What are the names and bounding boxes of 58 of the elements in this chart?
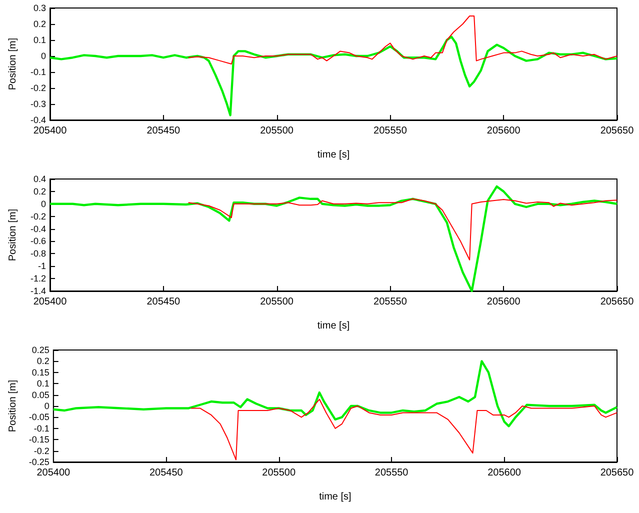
y-tick-label: 0.15 — [32, 367, 50, 378]
y-tick-label: -0.1 — [30, 67, 46, 77]
x-tick-label: 205400 — [36, 468, 71, 478]
x-tick-label: 205600 — [486, 126, 521, 136]
x-tick-label: 205500 — [260, 296, 294, 308]
y-axis-title: Position [m] — [8, 208, 18, 262]
y-tick-label: 0 — [40, 51, 46, 61]
x-tick-label: 205600 — [486, 296, 521, 308]
y-tick-label: 0.1 — [36, 378, 50, 389]
x-tick-label: 205450 — [149, 468, 184, 478]
x-tick-label: 205550 — [374, 296, 408, 308]
y-tick-label: -0.15 — [28, 434, 50, 445]
y-tick-label: 0.2 — [33, 19, 46, 29]
x-tick-label: 205650 — [600, 126, 634, 136]
y-tick-label: 0.05 — [32, 390, 50, 400]
y-tick-label: -0.1 — [34, 423, 50, 434]
y-tick-label: -1 — [38, 261, 46, 272]
x-tick-label: 205400 — [33, 296, 68, 308]
line-series — [48, 36, 618, 116]
x-tick-label: 205550 — [374, 468, 409, 478]
x-axis-title: time [s] — [317, 150, 350, 160]
y-tick-label: -0.25 — [28, 457, 50, 467]
x-tick-label: 205400 — [33, 126, 68, 136]
x-axis-title: time [s] — [317, 320, 350, 332]
y-tick-label: -0.2 — [30, 83, 46, 93]
x-tick-label: 205600 — [488, 468, 522, 478]
line-series — [188, 16, 618, 64]
x-tick-label: 205650 — [600, 296, 634, 308]
line-series — [52, 360, 618, 428]
line-series — [190, 398, 618, 460]
x-tick-label: 205500 — [262, 468, 296, 478]
y-tick-label: -0.8 — [30, 248, 46, 259]
y-tick-label: 0 — [44, 401, 50, 411]
y-tick-label: -0.2 — [34, 446, 50, 456]
y-tick-label: -1.4 — [30, 286, 46, 296]
y-tick-label: -0.05 — [28, 412, 50, 422]
y-tick-label: 0.25 — [32, 345, 50, 355]
x-tick-label: 205650 — [600, 468, 634, 478]
y-axis-title: Position [m] — [8, 38, 18, 90]
y-tick-label: -0.4 — [30, 224, 46, 234]
line-series — [188, 198, 618, 260]
y-tick-label: -0.6 — [30, 236, 46, 246]
y-tick-label: 0.3 — [33, 3, 46, 13]
y-tick-label: -0.2 — [30, 211, 46, 222]
x-tick-label: 205550 — [374, 126, 408, 136]
y-tick-label: -0.3 — [30, 99, 46, 109]
x-tick-label: 205450 — [146, 296, 181, 308]
y-tick-label: 0.2 — [36, 356, 50, 366]
y-tick-label: 0.1 — [33, 35, 46, 45]
x-tick-label: 205500 — [260, 126, 294, 136]
y-tick-label: -0.4 — [30, 115, 46, 125]
y-axis-title: Position [m] — [8, 380, 18, 432]
y-tick-label: 0 — [40, 198, 46, 209]
y-tick-label: -1.2 — [30, 274, 46, 284]
x-axis-title: time [s] — [319, 492, 352, 502]
y-tick-label: 0.4 — [33, 174, 46, 184]
y-tick-label: 0.2 — [33, 186, 46, 196]
x-tick-label: 205450 — [146, 126, 181, 136]
